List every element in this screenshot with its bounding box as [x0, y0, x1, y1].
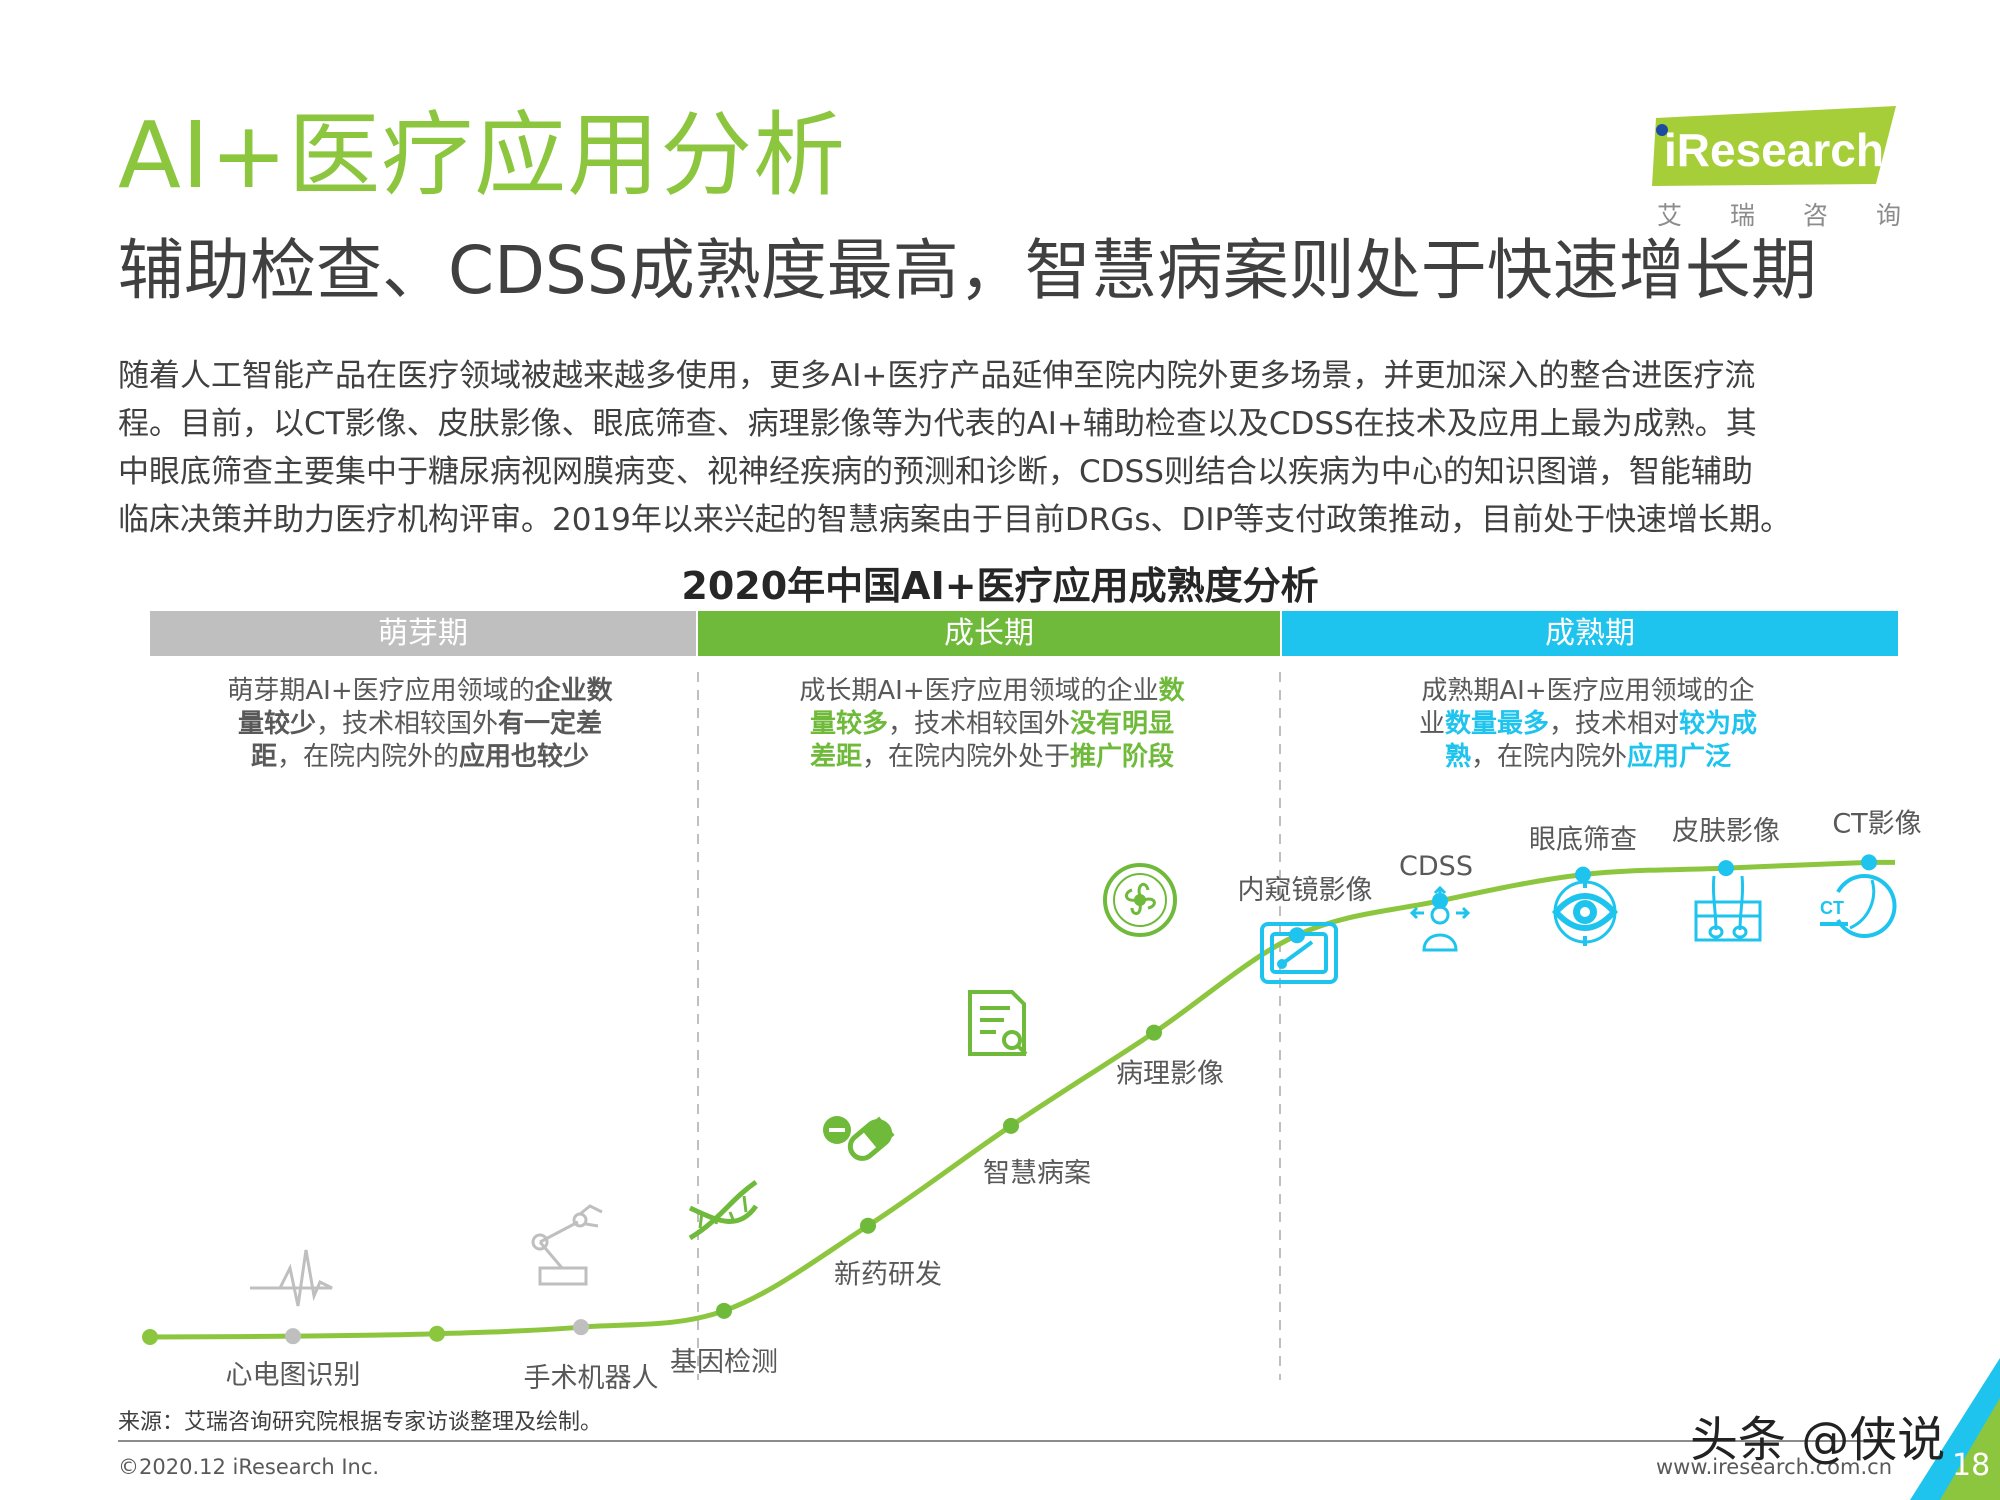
- desc-highlight: 量较多: [809, 709, 888, 739]
- desc-text: 成长期AI+医疗应用领域的企业: [799, 676, 1159, 706]
- website-url: www.iresearch.com.cn: [1656, 1455, 1893, 1479]
- page-number: 18: [1952, 1448, 1991, 1483]
- desc-highlight: 差距: [809, 742, 862, 772]
- desc-text: ，技术相较国外: [887, 709, 1070, 739]
- ecg-icon: [250, 1249, 333, 1307]
- phase-name: 成长期: [944, 616, 1034, 651]
- data-point: [1003, 1117, 1019, 1134]
- ct-scan-icon: CT: [1820, 874, 1897, 938]
- point-label: 新药研发: [834, 1260, 942, 1291]
- corner-decoration: [1910, 1358, 2000, 1500]
- page-title: AI+医疗应用分析: [118, 102, 847, 209]
- point-label: 心电图识别: [226, 1360, 361, 1391]
- logo-sub-char: 咨: [1802, 201, 1828, 230]
- desc-highlight: 数: [1158, 676, 1185, 706]
- data-point: [285, 1328, 301, 1345]
- point-label: 基因检测: [670, 1347, 778, 1378]
- logo-text: iResearch: [1664, 124, 1884, 176]
- desc-text: ，在院内院外: [1470, 742, 1627, 772]
- phase-description-growth: 成长期AI+医疗应用领域的企业数量较多，技术相较国外没有明显差距，在院内院外处于…: [752, 675, 1232, 774]
- desc-highlight: 推广阶段: [1070, 742, 1175, 772]
- logo-sub-char: 瑞: [1729, 201, 1755, 230]
- page-subtitle: 辅助检查、CDSS成熟度最高，智慧病案则处于快速增长期: [118, 232, 1817, 309]
- logo-subtitle: 艾 瑞 咨 询: [1657, 196, 1901, 232]
- medical-record-search-icon: [968, 990, 1028, 1056]
- desc-highlight: 距: [250, 742, 277, 772]
- data-point: [1718, 860, 1734, 877]
- desc-text: ，技术相对: [1549, 709, 1680, 739]
- watermark: 头条 @侠说: [1690, 1412, 1946, 1468]
- phase-bar-growth: 成长期: [698, 611, 1280, 656]
- point-label: 内窥镜影像: [1238, 875, 1373, 906]
- phase-description-seedling: 萌芽期AI+医疗应用领域的企业数量较少，技术相较国外有一定差距，在院内院外的应用…: [180, 675, 660, 774]
- skin-hair-follicle-icon: [1694, 875, 1762, 942]
- phase-name: 成熟期: [1545, 616, 1635, 651]
- phase-name: 萌芽期: [378, 616, 468, 651]
- maturity-curve: [149, 859, 1895, 1340]
- logo-sub-char: 询: [1875, 201, 1901, 230]
- desc-text: ，技术相较国外: [315, 709, 498, 739]
- point-label: 眼底筛查: [1529, 825, 1637, 856]
- desc-highlight: 较为成: [1679, 709, 1758, 739]
- desc-text: 业: [1418, 709, 1445, 739]
- data-point: [1146, 1024, 1162, 1041]
- desc-highlight: 熟: [1444, 742, 1471, 772]
- chart-title: 2020年中国AI+医疗应用成熟度分析: [681, 564, 1319, 608]
- data-point: [142, 1329, 158, 1345]
- desc-text: 成熟期AI+医疗应用领域的企: [1421, 676, 1755, 706]
- svg-text:CT: CT: [1820, 898, 1844, 918]
- data-point: [1432, 892, 1448, 909]
- pathology-slide-icon: [1103, 863, 1177, 937]
- desc-highlight: 数量最多: [1444, 709, 1549, 739]
- pill-capsule-icon: [823, 1116, 895, 1161]
- cdss-person-icon: [1409, 885, 1471, 952]
- logo-sub-char: 艾: [1657, 201, 1683, 230]
- endoscope-screen-icon: [1260, 922, 1338, 984]
- data-point: [860, 1217, 876, 1234]
- phase-description-mature: 成熟期AI+医疗应用领域的企 业数量最多，技术相对较为成熟，在院内院外应用广泛: [1348, 675, 1828, 774]
- point-label: 智慧病案: [983, 1158, 1091, 1189]
- desc-highlight: 应用也较少: [459, 742, 590, 772]
- intro-paragraph: 随着人工智能产品在医疗领域被越来越多使用，更多AI+医疗产品延伸至院内院外更多场…: [118, 352, 1888, 544]
- phase-bar-mature: 成熟期: [1282, 611, 1898, 656]
- desc-highlight: 企业数: [534, 676, 613, 706]
- curve-layer: [149, 859, 1895, 1340]
- eye-target-icon: [1551, 878, 1619, 946]
- dna-icon: [688, 1179, 759, 1241]
- point-label: CDSS: [1399, 851, 1473, 882]
- desc-highlight: 量较少: [237, 709, 316, 739]
- point-label: 病理影像: [1116, 1059, 1224, 1090]
- robot-arm-icon: [531, 1204, 603, 1286]
- point-label: CT影像: [1832, 808, 1921, 839]
- point-label: 手术机器人: [524, 1363, 659, 1394]
- data-point: [716, 1302, 732, 1319]
- iresearch-logo: iResearch: [1652, 106, 1896, 186]
- source-note: 来源：艾瑞咨询研究院根据专家访谈整理及绘制。: [118, 1410, 603, 1435]
- desc-highlight: 没有明显: [1070, 709, 1175, 739]
- point-label: 皮肤影像: [1672, 816, 1780, 847]
- data-point: [573, 1319, 589, 1336]
- copyright: ©2020.12 iResearch Inc.: [118, 1455, 380, 1479]
- desc-highlight: 有一定差: [498, 709, 603, 739]
- data-point: [429, 1325, 445, 1342]
- intro-line: 程。目前，以CT影像、皮肤影像、眼底筛查、病理影像等为代表的AI+辅助检查以及C…: [118, 406, 1757, 442]
- desc-text: ，在院内院外的: [276, 742, 459, 772]
- data-point: [1861, 854, 1877, 871]
- intro-line: 中眼底筛查主要集中于糖尿病视网膜病变、视神经疾病的预测和诊断，CDSS则结合以疾…: [118, 454, 1753, 490]
- desc-highlight: 应用广泛: [1627, 742, 1732, 772]
- intro-line: 随着人工智能产品在医疗领域被越来越多使用，更多AI+医疗产品延伸至院内院外更多场…: [118, 358, 1756, 394]
- phase-bar-seedling: 萌芽期: [150, 611, 696, 656]
- footer-divider: [118, 1440, 1888, 1442]
- intro-line: 临床决策并助力医疗机构评审。2019年以来兴起的智慧病案由于目前DRGs、DIP…: [118, 502, 1792, 538]
- desc-text: ，在院内院外处于: [861, 742, 1070, 772]
- desc-text: 萌芽期AI+医疗应用领域的: [227, 676, 535, 706]
